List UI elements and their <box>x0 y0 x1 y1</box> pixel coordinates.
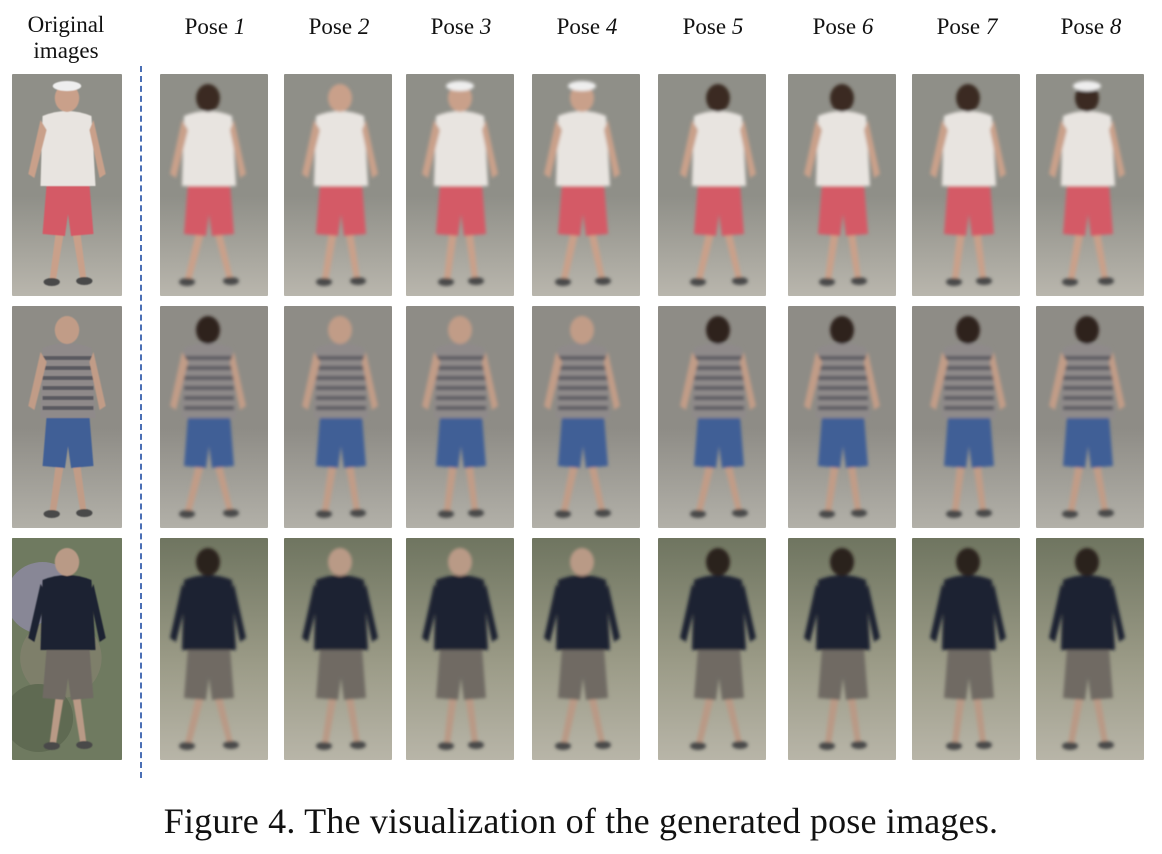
pose-header-1: Pose 1 <box>160 14 270 40</box>
pose-number: 2 <box>357 14 370 39</box>
pose-word: Pose <box>936 14 981 39</box>
pose-word: Pose <box>184 14 229 39</box>
pose-header-5: Pose 5 <box>658 14 768 40</box>
pose-word: Pose <box>556 14 601 39</box>
pose-header-7: Pose 7 <box>912 14 1022 40</box>
original-image <box>12 538 122 760</box>
dashed-divider <box>140 66 142 778</box>
generated-pose-image <box>1036 74 1144 296</box>
generated-pose-image <box>788 306 896 528</box>
pose-number: 1 <box>233 14 246 39</box>
generated-pose-image <box>1036 538 1144 760</box>
generated-pose-image <box>532 74 640 296</box>
generated-pose-image <box>912 74 1020 296</box>
pose-header-4: Pose 4 <box>532 14 642 40</box>
original-image <box>12 74 122 296</box>
generated-pose-image <box>406 306 514 528</box>
pose-number: 8 <box>1109 14 1122 39</box>
generated-pose-image <box>160 74 268 296</box>
original-image <box>12 306 122 528</box>
original-images-header: Original images <box>27 12 105 63</box>
pose-header-3: Pose 3 <box>406 14 516 40</box>
generated-pose-image <box>284 306 392 528</box>
generated-pose-image <box>406 74 514 296</box>
pose-header-2: Pose 2 <box>284 14 394 40</box>
generated-pose-image <box>532 538 640 760</box>
generated-pose-image <box>658 74 766 296</box>
pose-header-6: Pose 6 <box>788 14 898 40</box>
pose-word: Pose <box>430 14 475 39</box>
pose-header-8: Pose 8 <box>1036 14 1146 40</box>
generated-pose-image <box>160 538 268 760</box>
pose-word: Pose <box>812 14 857 39</box>
generated-pose-image <box>912 306 1020 528</box>
generated-pose-image <box>788 74 896 296</box>
generated-pose-image <box>658 538 766 760</box>
generated-pose-image <box>912 538 1020 760</box>
pose-number: 3 <box>479 14 492 39</box>
generated-pose-image <box>532 306 640 528</box>
generated-pose-image <box>1036 306 1144 528</box>
pose-number: 4 <box>605 14 618 39</box>
pose-number: 5 <box>731 14 744 39</box>
pose-word: Pose <box>1060 14 1105 39</box>
generated-pose-image <box>284 74 392 296</box>
generated-pose-image <box>788 538 896 760</box>
generated-pose-image <box>160 306 268 528</box>
pose-word: Pose <box>308 14 353 39</box>
generated-pose-image <box>658 306 766 528</box>
pose-word: Pose <box>682 14 727 39</box>
generated-pose-image <box>284 538 392 760</box>
figure-caption: Figure 4. The visualization of the gener… <box>163 801 999 841</box>
generated-pose-image <box>406 538 514 760</box>
pose-number: 7 <box>985 14 998 39</box>
pose-number: 6 <box>861 14 874 39</box>
